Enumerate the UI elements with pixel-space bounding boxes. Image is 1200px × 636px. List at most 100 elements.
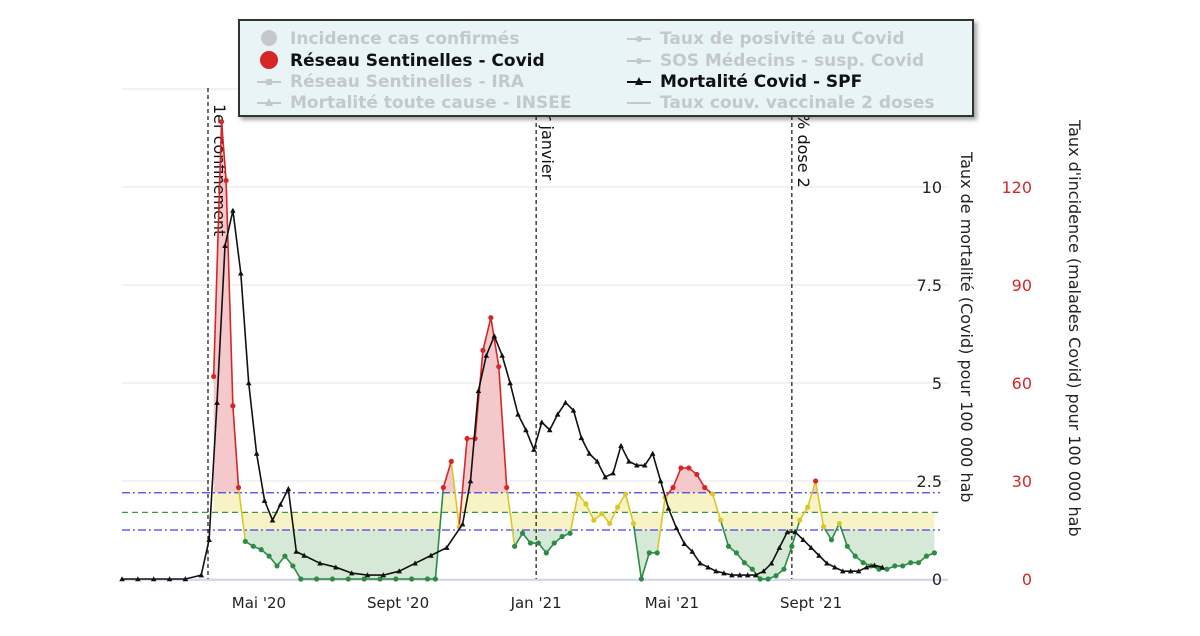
legend-item-incidence[interactable]: Incidence cas confirmés bbox=[254, 28, 519, 49]
data-point[interactable] bbox=[488, 315, 494, 321]
data-point[interactable] bbox=[459, 521, 466, 527]
data-point[interactable] bbox=[839, 568, 846, 574]
data-point[interactable] bbox=[591, 517, 597, 523]
data-point[interactable] bbox=[206, 537, 212, 543]
legend-item-mortalite-spf[interactable]: Mortalité Covid - SPF bbox=[624, 71, 862, 92]
data-point[interactable] bbox=[665, 505, 672, 511]
data-point[interactable] bbox=[282, 553, 288, 559]
data-point[interactable] bbox=[781, 566, 787, 572]
data-point[interactable] bbox=[317, 560, 323, 566]
data-point[interactable] bbox=[657, 478, 664, 484]
data-point[interactable] bbox=[733, 550, 740, 556]
data-point[interactable] bbox=[448, 458, 454, 464]
data-point[interactable] bbox=[670, 484, 676, 491]
data-point[interactable] bbox=[884, 566, 890, 572]
data-point[interactable] bbox=[638, 576, 644, 582]
data-point[interactable] bbox=[602, 474, 608, 480]
data-point[interactable] bbox=[266, 553, 272, 559]
data-point[interactable] bbox=[377, 576, 383, 582]
data-point[interactable] bbox=[852, 553, 858, 559]
data-point[interactable] bbox=[166, 576, 173, 582]
data-point[interactable] bbox=[705, 564, 711, 570]
data-point[interactable] bbox=[649, 450, 656, 456]
data-point[interactable] bbox=[364, 572, 371, 578]
data-point[interactable] bbox=[760, 568, 767, 574]
data-point[interactable] bbox=[697, 560, 703, 566]
data-point[interactable] bbox=[301, 552, 307, 558]
data-point[interactable] bbox=[559, 533, 565, 540]
data-point[interactable] bbox=[808, 544, 814, 550]
data-point[interactable] bbox=[135, 576, 141, 582]
data-point[interactable] bbox=[578, 435, 585, 441]
data-point[interactable] bbox=[504, 484, 510, 491]
data-point[interactable] bbox=[396, 568, 403, 574]
data-point[interactable] bbox=[182, 576, 189, 582]
legend-item-sos-medecins[interactable]: SOS Médecins - susp. Covid bbox=[624, 50, 924, 71]
data-point[interactable] bbox=[380, 572, 387, 578]
data-point[interactable] bbox=[824, 560, 830, 566]
data-point[interactable] bbox=[744, 572, 751, 578]
data-point[interactable] bbox=[211, 373, 217, 380]
data-point[interactable] bbox=[538, 419, 545, 425]
data-point[interactable] bbox=[805, 504, 811, 510]
data-point[interactable] bbox=[784, 529, 791, 535]
data-point[interactable] bbox=[729, 572, 735, 578]
data-point[interactable] bbox=[512, 543, 518, 549]
data-point[interactable] bbox=[737, 572, 743, 578]
legend-item-sentinelles-ira[interactable]: Réseau Sentinelles - IRA bbox=[254, 71, 524, 92]
data-point[interactable] bbox=[499, 352, 505, 358]
data-point[interactable] bbox=[575, 491, 581, 497]
data-point[interactable] bbox=[535, 540, 541, 546]
data-point[interactable] bbox=[361, 576, 367, 582]
data-point[interactable] bbox=[480, 347, 486, 353]
data-point[interactable] bbox=[879, 564, 886, 570]
data-point[interactable] bbox=[507, 380, 513, 386]
data-point[interactable] bbox=[333, 564, 339, 570]
data-point[interactable] bbox=[496, 364, 502, 370]
data-point[interactable] bbox=[274, 563, 280, 569]
data-point[interactable] bbox=[523, 427, 529, 433]
data-point[interactable] bbox=[622, 491, 629, 497]
data-point[interactable] bbox=[618, 442, 624, 448]
data-point[interactable] bbox=[329, 576, 336, 582]
data-point[interactable] bbox=[678, 465, 684, 471]
data-point[interactable] bbox=[594, 458, 601, 464]
data-point[interactable] bbox=[543, 550, 549, 556]
data-point[interactable] bbox=[908, 560, 914, 566]
data-point[interactable] bbox=[900, 563, 906, 569]
data-point[interactable] bbox=[242, 538, 248, 545]
data-point[interactable] bbox=[599, 511, 605, 517]
data-point[interactable] bbox=[546, 427, 553, 433]
data-point[interactable] bbox=[554, 411, 561, 417]
data-point[interactable] bbox=[800, 537, 806, 543]
data-point[interactable] bbox=[757, 576, 763, 582]
data-point[interactable] bbox=[673, 525, 680, 531]
data-point[interactable] bbox=[570, 407, 577, 413]
data-point[interactable] bbox=[860, 560, 866, 566]
data-point[interactable] bbox=[345, 576, 351, 582]
data-point[interactable] bbox=[710, 491, 716, 497]
data-point[interactable] bbox=[150, 576, 157, 582]
data-point[interactable] bbox=[393, 576, 399, 582]
data-point[interactable] bbox=[765, 576, 771, 582]
data-point[interactable] bbox=[689, 548, 696, 554]
data-point[interactable] bbox=[567, 530, 573, 536]
data-point[interactable] bbox=[646, 550, 652, 556]
data-point[interactable] bbox=[741, 560, 747, 566]
data-point[interactable] bbox=[261, 497, 268, 503]
data-point[interactable] bbox=[586, 450, 593, 456]
data-point[interactable] bbox=[245, 380, 252, 386]
data-point[interactable] bbox=[615, 504, 621, 510]
data-point[interactable] bbox=[863, 564, 870, 570]
data-point[interactable] bbox=[836, 520, 842, 527]
data-point[interactable] bbox=[654, 550, 660, 556]
data-point[interactable] bbox=[491, 333, 498, 339]
data-point[interactable] bbox=[409, 576, 415, 582]
data-point[interactable] bbox=[634, 462, 640, 468]
data-point[interactable] bbox=[250, 543, 256, 549]
data-point[interactable] bbox=[721, 570, 727, 576]
data-point[interactable] bbox=[915, 560, 922, 566]
data-point[interactable] bbox=[725, 543, 732, 549]
data-point[interactable] bbox=[855, 568, 862, 574]
data-point[interactable] bbox=[214, 399, 220, 405]
